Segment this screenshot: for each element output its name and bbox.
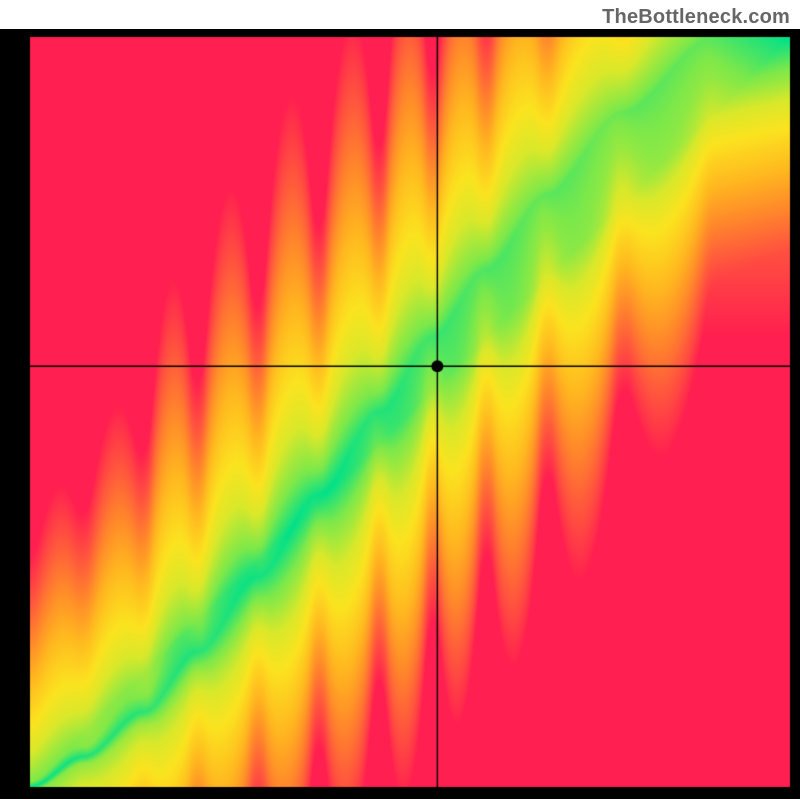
- attribution-label: TheBottleneck.com: [0, 0, 800, 29]
- heatmap-plot: [0, 29, 800, 799]
